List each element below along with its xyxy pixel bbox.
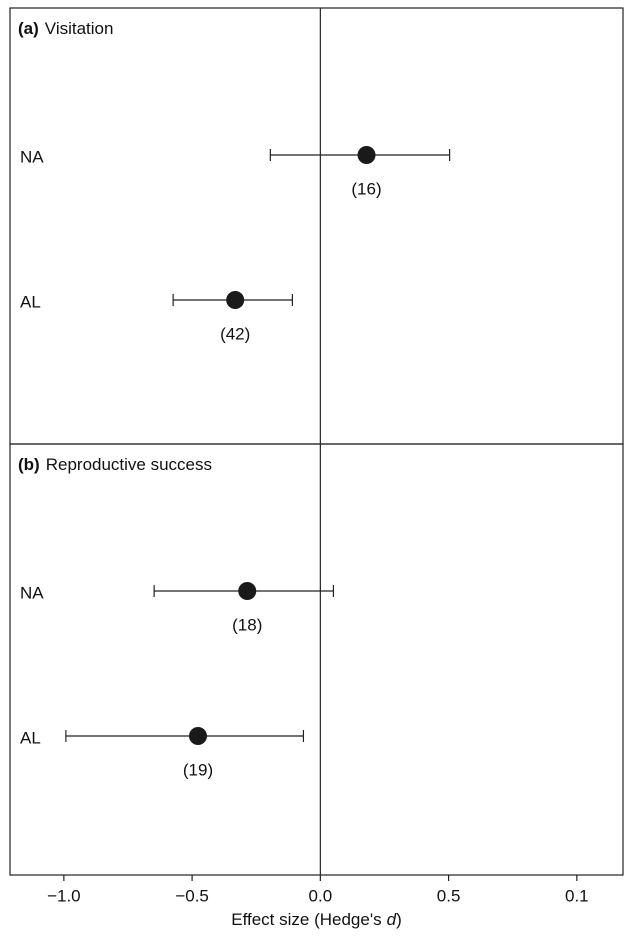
panel-title: (a) Visitation (18, 19, 113, 38)
x-tick-label: 0.5 (437, 886, 461, 905)
x-axis-label: Effect size (Hedge's d) (231, 910, 401, 929)
category-label: NA (20, 583, 44, 602)
x-axis-label-part: ) (396, 910, 402, 929)
category-label: NA (20, 147, 44, 166)
sample-size: (16) (351, 179, 381, 198)
panel-label: (a) (18, 19, 39, 38)
panel-title-text: Reproductive success (46, 455, 212, 474)
panel-title-text: Visitation (45, 19, 114, 38)
sample-size: (42) (220, 324, 250, 343)
sample-size: (19) (183, 760, 213, 779)
x-tick-label: −1.0 (47, 886, 81, 905)
point (357, 146, 376, 164)
panel-title: (b) Reproductive success (18, 455, 212, 474)
panel-label: (b) (18, 455, 40, 474)
point (189, 727, 208, 745)
panel-frame (9, 443, 624, 876)
x-tick-label: −0.5 (175, 886, 209, 905)
category-label: AL (20, 728, 41, 747)
x-tick-label: 0.0 (309, 886, 333, 905)
panel-frame (9, 7, 624, 445)
x-axis-label-part: d (387, 910, 397, 929)
sample-size: (18) (232, 615, 262, 634)
x-axis-label-part: Effect size (Hedge's (231, 910, 381, 929)
point (238, 582, 257, 600)
category-label: AL (20, 292, 41, 311)
x-tick-label: 0.1 (565, 886, 589, 905)
point (226, 291, 245, 309)
